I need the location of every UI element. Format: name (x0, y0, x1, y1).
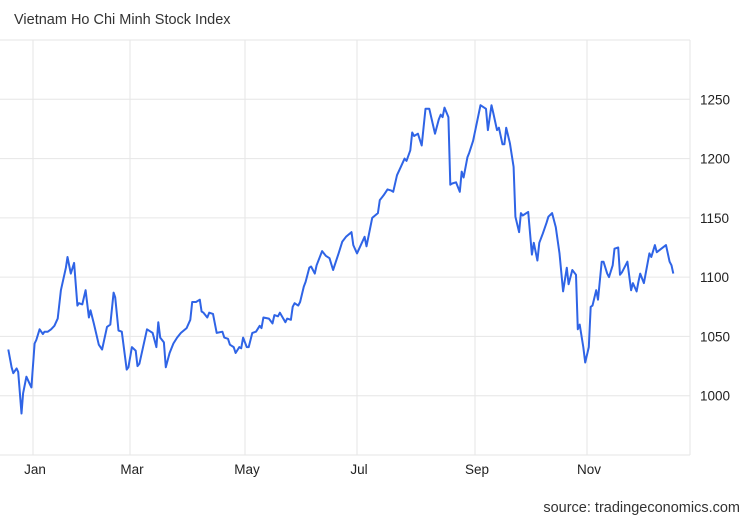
x-tick-label: Jan (24, 462, 46, 477)
x-tick-label: Nov (577, 462, 601, 477)
x-tick-label: Mar (120, 462, 144, 477)
x-tick-label: May (234, 462, 260, 477)
chart-title: Vietnam Ho Chi Minh Stock Index (14, 12, 231, 28)
x-axis: Jan Mar May Jul Sep Nov (24, 462, 601, 477)
y-tick-label: 1000 (700, 389, 730, 404)
series-line (7, 104, 675, 415)
y-tick-label: 1250 (700, 92, 730, 107)
y-tick-label: 1200 (700, 152, 730, 167)
grid (0, 39, 691, 456)
y-tick-label: 1050 (700, 329, 730, 344)
y-tick-label: 1150 (700, 211, 729, 226)
x-tick-label: Jul (350, 462, 367, 477)
source-label: source: tradingeconomics.com (543, 500, 740, 516)
y-tick-label: 1100 (700, 270, 729, 285)
x-tick-label: Sep (465, 462, 489, 477)
y-axis: 1000 1050 1100 1150 1200 1250 (700, 92, 730, 403)
